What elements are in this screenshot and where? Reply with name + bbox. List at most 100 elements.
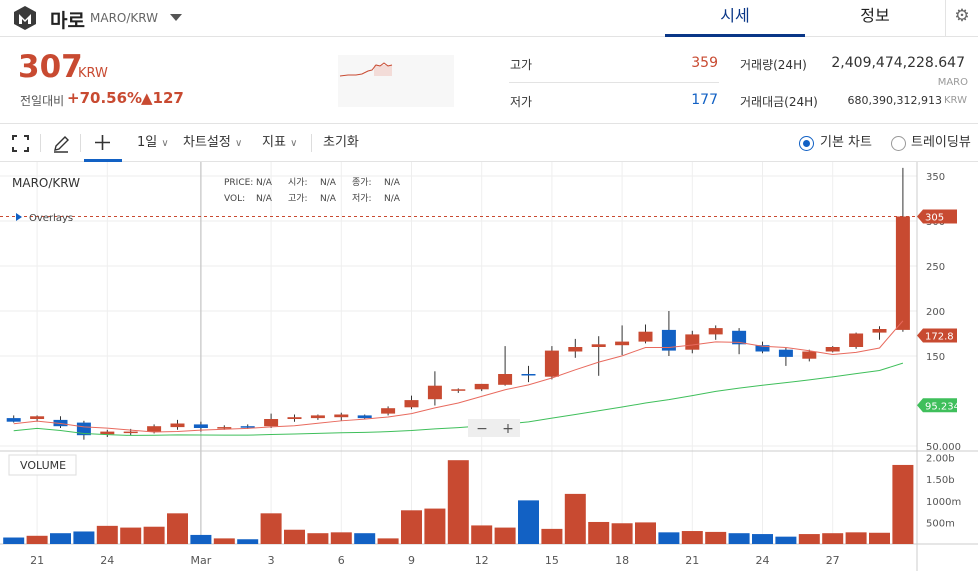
chart-settings-select[interactable]: 차트설정 ∨ bbox=[183, 124, 242, 162]
coin-name: 마로 bbox=[50, 10, 85, 32]
crosshair-button[interactable] bbox=[84, 124, 122, 162]
price-chart[interactable]: 35030025020015050.000305172.895.2342.00b… bbox=[0, 162, 978, 571]
volume-bar bbox=[190, 534, 212, 544]
volume-label: VOLUME bbox=[20, 459, 66, 472]
coin-pair: MARO/KRW bbox=[90, 11, 158, 25]
price-tick-label: 150 bbox=[926, 352, 945, 363]
gear-icon[interactable]: ⚙ bbox=[945, 0, 978, 37]
info-vol-value: N/A bbox=[256, 194, 273, 204]
candle-body bbox=[615, 341, 630, 346]
volume-bar bbox=[120, 527, 142, 544]
time-tick-label: 9 bbox=[408, 554, 415, 567]
candle-body bbox=[872, 329, 887, 333]
info-high-label: 고가: bbox=[288, 193, 308, 204]
overlays-expand-icon bbox=[16, 213, 22, 221]
time-tick-label: 12 bbox=[475, 554, 489, 567]
zoom-out-button[interactable]: − bbox=[476, 421, 488, 437]
tradingview-label[interactable]: 트레이딩뷰 bbox=[911, 135, 971, 150]
volume-bar bbox=[658, 532, 680, 544]
volume-bar bbox=[518, 500, 539, 544]
toolbar-divider bbox=[311, 134, 312, 152]
candle-body bbox=[123, 431, 138, 434]
coin-dropdown-icon[interactable] bbox=[170, 14, 182, 21]
volume-tick-label: 1.50b bbox=[926, 475, 955, 486]
change-percent: +70.56% bbox=[67, 89, 143, 107]
high-label: 고가 bbox=[510, 58, 533, 72]
tab-price[interactable]: 시세 bbox=[665, 0, 805, 37]
candle-body bbox=[638, 331, 653, 342]
candle-body bbox=[685, 334, 700, 350]
period-select[interactable]: 1일 ∨ bbox=[137, 124, 169, 162]
volume-bar bbox=[26, 535, 48, 544]
change-label: 전일대비 bbox=[20, 94, 65, 108]
basic-chart-radio[interactable] bbox=[799, 136, 814, 151]
volume-bar bbox=[213, 538, 235, 544]
volume-bar bbox=[588, 521, 610, 544]
info-vol-label: VOL: bbox=[224, 194, 245, 204]
volume-bar bbox=[377, 538, 399, 544]
candle-body bbox=[427, 385, 442, 400]
volume-bar bbox=[354, 533, 376, 544]
candle-body bbox=[802, 351, 817, 359]
volume-bar bbox=[96, 525, 118, 544]
indicators-select[interactable]: 지표 ∨ bbox=[262, 124, 297, 162]
change-amount: ▲127 bbox=[141, 89, 184, 107]
amount-label: 거래대금(24H) bbox=[740, 95, 818, 109]
zoom-controls bbox=[468, 419, 520, 437]
info-open-value: N/A bbox=[320, 178, 337, 188]
candle-body bbox=[498, 374, 513, 385]
ma-long-label: 95.234 bbox=[925, 401, 960, 412]
candle-body bbox=[381, 408, 396, 414]
chart-settings-label: 차트설정 bbox=[183, 135, 231, 150]
volume-tick-label: 1000m bbox=[926, 497, 961, 508]
candle-body bbox=[357, 415, 372, 419]
price-tick-label: 250 bbox=[926, 262, 945, 273]
candle-body bbox=[849, 333, 864, 347]
candle-body bbox=[76, 422, 91, 436]
basic-chart-label[interactable]: 기본 차트 bbox=[820, 135, 872, 150]
volume-label: 거래량(24H) bbox=[740, 58, 807, 72]
volume-bar bbox=[564, 493, 586, 544]
volume-bar bbox=[401, 510, 422, 544]
candle-body bbox=[732, 330, 747, 345]
tradingview-radio[interactable] bbox=[891, 136, 906, 151]
zoom-in-button[interactable]: + bbox=[502, 421, 514, 437]
amount-unit: KRW bbox=[944, 95, 967, 106]
info-close-label: 종가: bbox=[352, 177, 372, 188]
info-close-value: N/A bbox=[384, 178, 401, 188]
high-value: 359 bbox=[691, 55, 718, 71]
info-open-label: 시가: bbox=[288, 177, 308, 188]
volume-bar bbox=[611, 523, 633, 544]
radio-dot bbox=[803, 140, 810, 147]
volume-bar bbox=[541, 528, 563, 544]
current-price: 307 bbox=[18, 49, 83, 85]
volume-bar bbox=[284, 529, 305, 544]
time-tick-label: 21 bbox=[30, 554, 44, 567]
info-price-label: PRICE: bbox=[224, 178, 253, 188]
candle-body bbox=[474, 383, 489, 390]
info-high-value: N/A bbox=[320, 194, 337, 204]
mini-price-chart bbox=[338, 55, 454, 107]
volume-bar bbox=[330, 532, 352, 544]
candle-body bbox=[825, 347, 840, 352]
volume-value: 2,409,474,228.647 bbox=[831, 55, 965, 71]
volume-bar bbox=[167, 513, 188, 544]
candle-body bbox=[147, 426, 162, 432]
volume-tick-label: 500m bbox=[926, 518, 955, 529]
volume-bar bbox=[73, 531, 95, 544]
reset-button[interactable]: 초기화 bbox=[323, 135, 359, 150]
pencil-icon[interactable] bbox=[52, 135, 70, 153]
tab-info[interactable]: 정보 bbox=[860, 6, 890, 25]
time-tick-label: 24 bbox=[100, 554, 114, 567]
volume-bar bbox=[237, 539, 259, 544]
volume-tick-label: 2.00b bbox=[926, 454, 955, 465]
fullscreen-icon[interactable] bbox=[12, 135, 29, 152]
volume-bar bbox=[775, 536, 797, 544]
candle-body bbox=[895, 216, 910, 330]
toolbar-divider bbox=[40, 134, 41, 152]
info-price-value: N/A bbox=[256, 178, 273, 188]
volume-bar bbox=[892, 464, 914, 544]
candle-body bbox=[404, 400, 419, 408]
ma-long-line bbox=[13, 362, 904, 436]
summary-divider bbox=[509, 82, 719, 83]
